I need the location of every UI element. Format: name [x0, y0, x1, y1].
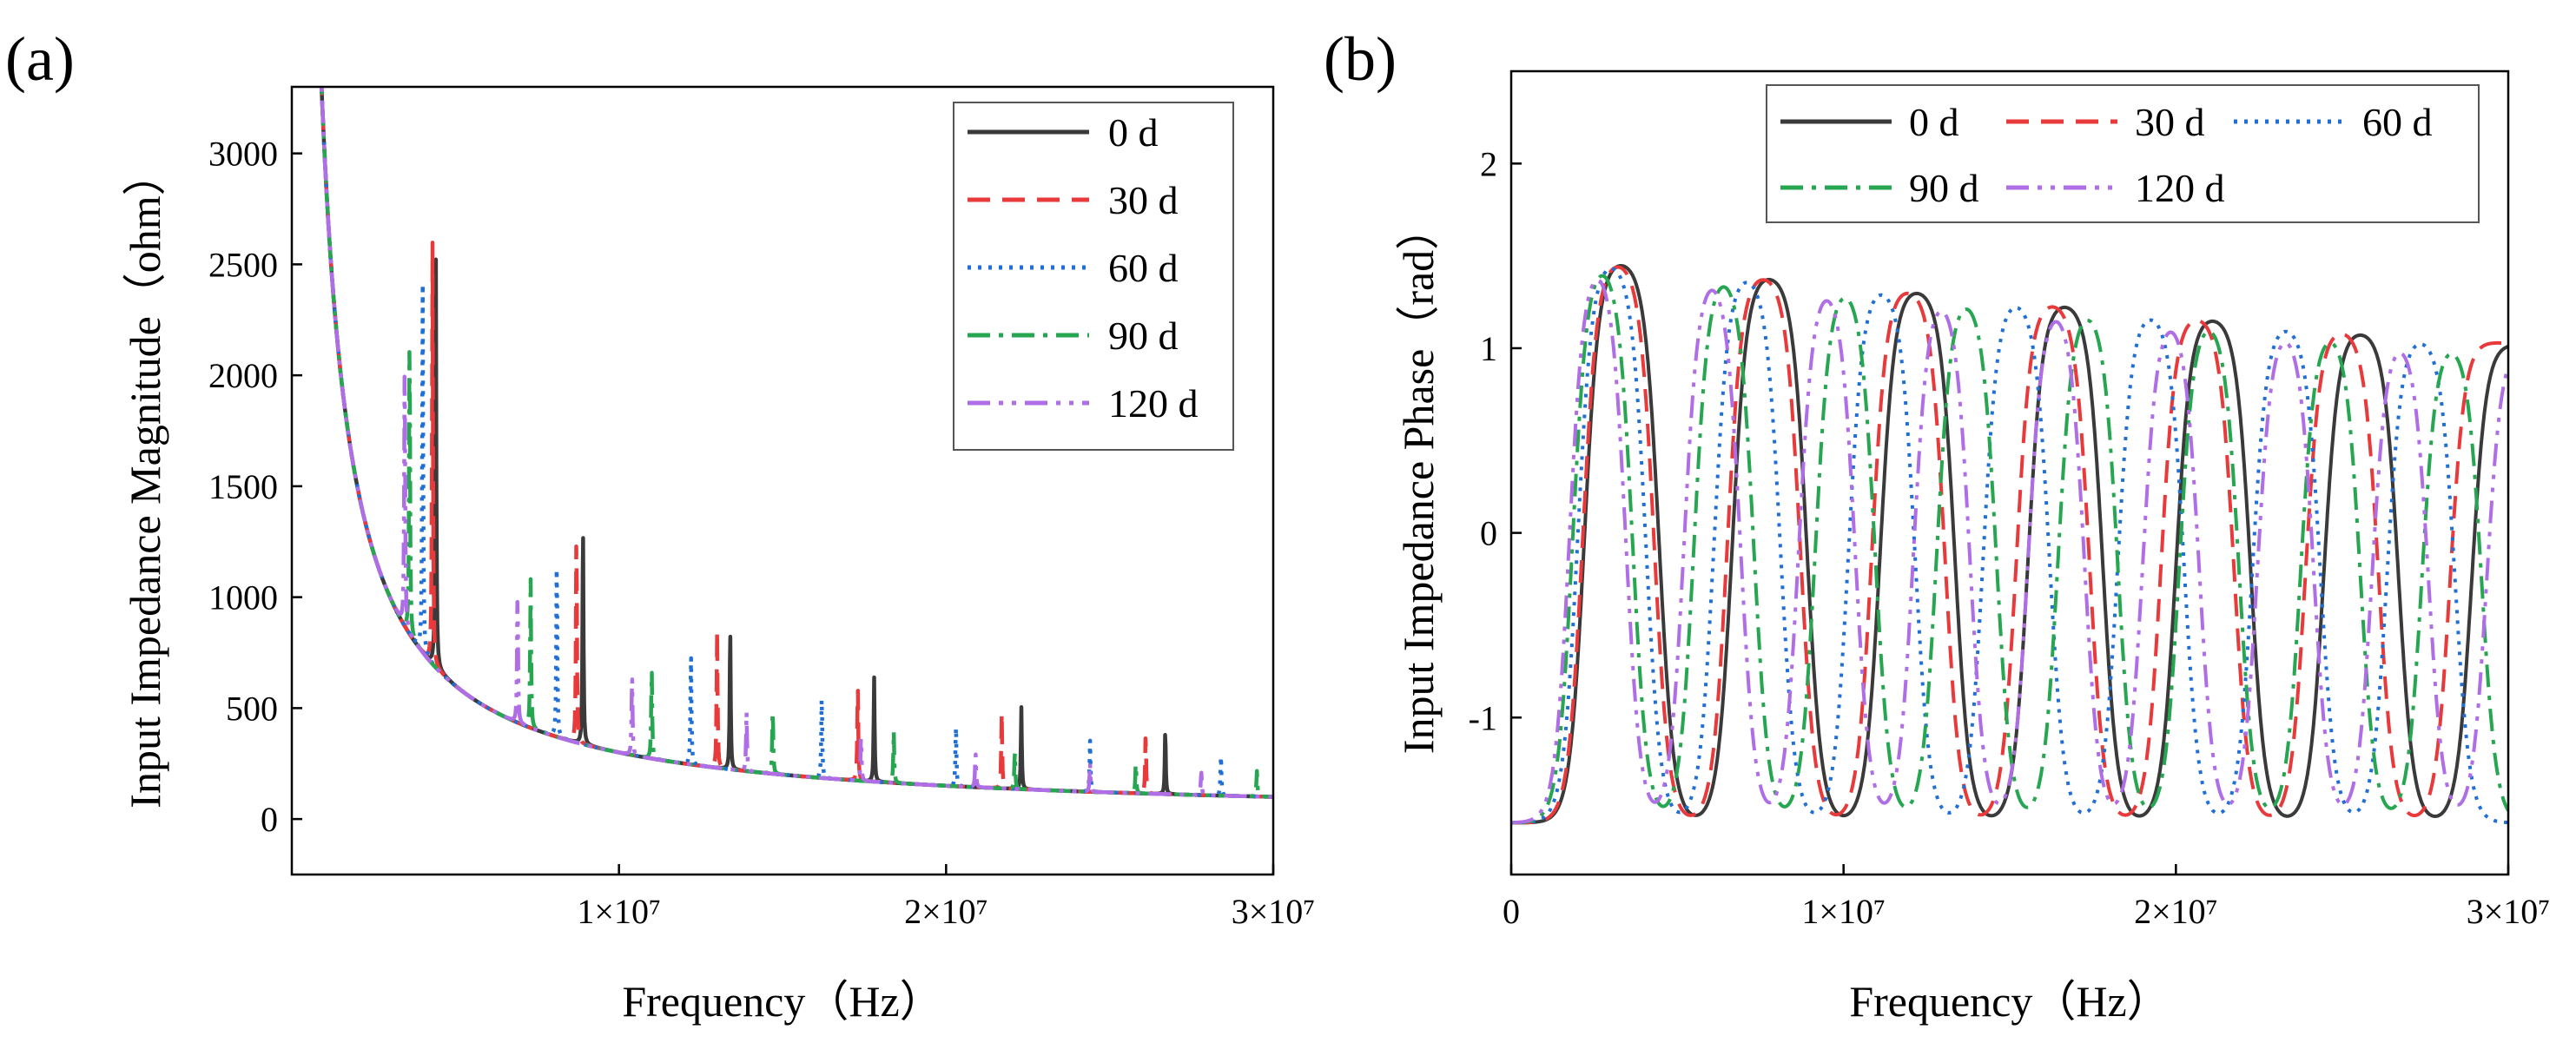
axes-frame-a: [290, 85, 1275, 876]
phase-series-120-d-line: [1511, 278, 2508, 825]
legend-b-label-0-d: 0 d: [1909, 100, 1959, 144]
legend-b-label-30-d: 30 d: [2135, 100, 2205, 144]
panel-label-b: (b): [1324, 24, 1397, 94]
phase-series-90-d-line: [1511, 274, 2508, 825]
legend-b-label-60-d: 60 d: [2362, 100, 2433, 144]
y-tick-label-a: 500: [226, 689, 278, 728]
legend-label-90-d: 90 d: [1108, 314, 1179, 358]
legend-b: 0 d 30 d 60 d 90 d 120 d: [1766, 84, 2480, 223]
x-tick-label-a: 2×10⁷: [904, 892, 988, 931]
y-tick-label-a: 2000: [208, 356, 278, 395]
plot-area-a: [320, 87, 1273, 799]
y-tick-label-a: 0: [261, 800, 278, 839]
plot-area-b: [1511, 264, 2508, 825]
x-tick-label-a: 1×10⁷: [577, 892, 661, 931]
x-tick-label-b: 0: [1503, 892, 1520, 931]
y-tick-label-b: -1: [1469, 698, 1497, 737]
phase-series-60-d-line: [1511, 267, 2508, 825]
x-tick-label-b: 2×10⁷: [2134, 892, 2218, 931]
legend-a: 0 d 30 d 60 d 90 d 120 d: [953, 102, 1234, 451]
y-tick-label-a: 2500: [208, 245, 278, 284]
y-tick-label-a: 3000: [208, 135, 278, 174]
legend-b-label-120-d: 120 d: [2135, 166, 2225, 210]
axes-a: 0 500 1000 1500 2000 2500 3000 1×10⁷ 2×10⁷ 3×10⁷: [208, 135, 1315, 931]
y-axis-label-a: Input Impedance Magnitude（ohm）: [121, 152, 169, 808]
y-tick-label-a: 1000: [208, 578, 278, 617]
x-tick-label-b: 1×10⁷: [1801, 892, 1886, 931]
panel-label-a: (a): [5, 24, 75, 94]
x-tick-label-b: 3×10⁷: [2467, 892, 2551, 931]
legend-label-120-d: 120 d: [1108, 381, 1199, 426]
legend-label-30-d: 30 d: [1108, 178, 1179, 222]
legend-box-b: [1766, 84, 2480, 223]
chart-b: -1 0 1 2 0 1×10⁷ 2×10⁷ 3×10⁷ Frequency（Hz） Inpu…: [1394, 69, 2551, 1026]
axes-b: -1 0 1 2 0 1×10⁷ 2×10⁷ 3×10⁷: [1469, 144, 2551, 931]
y-tick-label-b: 2: [1480, 144, 1497, 183]
legend-box-a: [953, 102, 1234, 451]
legend-b-label-90-d: 90 d: [1909, 166, 1979, 210]
y-tick-label-b: 1: [1480, 329, 1497, 368]
phase-series-30-d-line: [1511, 265, 2508, 825]
legend-label-0-d: 0 d: [1108, 110, 1159, 155]
x-tick-label-a: 3×10⁷: [1232, 892, 1316, 931]
y-tick-label-b: 0: [1480, 514, 1497, 553]
series-120-d-line: [320, 87, 1273, 799]
axes-frame-b: [1509, 69, 2510, 876]
y-axis-label-b: Input Impedance Phase（rad）: [1394, 207, 1443, 754]
x-axis-label-b: Frequency（Hz）: [1849, 977, 2170, 1026]
legend-label-60-d: 60 d: [1108, 246, 1179, 290]
y-tick-label-a: 1500: [208, 467, 278, 506]
x-axis-label-a: Frequency（Hz）: [622, 977, 942, 1026]
